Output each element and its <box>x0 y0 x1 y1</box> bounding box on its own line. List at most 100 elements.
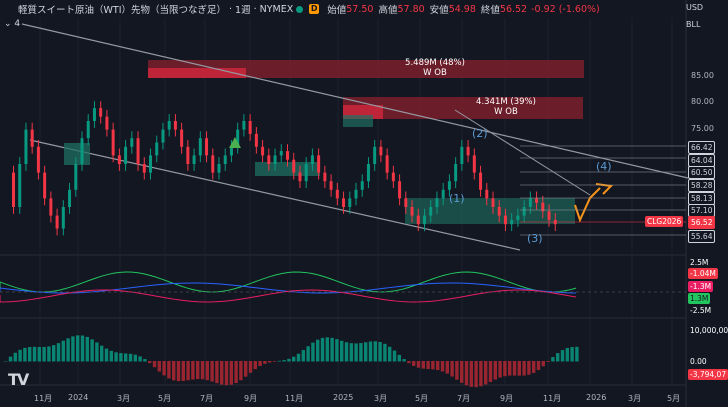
volume-bar <box>4 361 8 362</box>
volume-bar <box>200 361 205 380</box>
volume-bar <box>47 346 51 362</box>
candle-body <box>379 146 383 156</box>
wave-label-4: (4) <box>596 160 612 173</box>
price-scale-label: 75.00 <box>691 124 714 133</box>
time-axis-label: 11月 <box>285 394 304 403</box>
channel-upper-line <box>21 23 689 179</box>
candle-body <box>242 121 246 130</box>
volume-bar <box>215 361 219 384</box>
candle-body <box>479 172 483 190</box>
volume-bar <box>522 361 526 376</box>
volume-bar <box>527 361 531 375</box>
candle-body <box>304 164 308 182</box>
exchange-label: NYMEX <box>259 3 294 15</box>
volume-bar <box>498 361 502 378</box>
volume-bar <box>421 361 425 369</box>
currency-label[interactable]: USD <box>686 3 704 12</box>
candle-body <box>12 172 15 207</box>
time-axis-label: 2024 <box>68 393 89 402</box>
open-value: 57.50 <box>346 3 374 15</box>
volume-bar <box>191 361 195 380</box>
volume-bar <box>575 346 579 362</box>
candle-body <box>149 155 152 173</box>
time-axis-label: 11月 <box>543 394 562 403</box>
order-block-upper-label: 5.489M (48%) W OB <box>390 58 480 78</box>
change-value: -0.92 (-1.60%) <box>531 3 600 15</box>
candle-body <box>74 164 78 190</box>
candle-body <box>547 211 551 220</box>
unit-label[interactable]: BLL <box>686 20 701 29</box>
wave-label-3: (3) <box>527 232 543 245</box>
volume-bar <box>61 340 65 362</box>
volume-bar <box>100 345 104 362</box>
volume-bar <box>109 350 113 362</box>
candle-body <box>485 189 489 199</box>
tradingview-logo[interactable]: TV <box>8 370 29 389</box>
candle-body <box>323 172 327 182</box>
volume-bar <box>359 343 363 362</box>
volume-bar <box>560 350 565 362</box>
order-block-upper <box>148 60 584 78</box>
volume-bar <box>426 361 430 370</box>
trend-line-wave <box>454 109 591 196</box>
candle-body <box>435 198 439 207</box>
candle-body <box>49 198 53 216</box>
candle-body <box>366 164 370 182</box>
candle-body <box>267 155 271 164</box>
volume-bar <box>455 361 459 380</box>
candle-body <box>298 172 302 182</box>
order-block-lower-label: 4.341M (39%) W OB <box>466 97 546 117</box>
candle-body <box>205 138 209 156</box>
wave-label-1: (1) <box>449 192 465 205</box>
volume-bar <box>95 342 99 362</box>
candle-body <box>317 155 321 173</box>
volume-bar <box>176 361 181 382</box>
volume-bar <box>23 347 27 362</box>
volume-bar <box>335 339 339 362</box>
volume-bar <box>325 337 329 362</box>
indicator-toggle[interactable]: ⌄ 4 <box>4 19 20 29</box>
volume-bar <box>258 361 262 367</box>
volume-bar <box>152 361 157 368</box>
volume-scale-label: 10,000,00 <box>688 325 728 336</box>
volume-bar <box>532 361 536 373</box>
candle-body <box>111 129 115 156</box>
volume-bar <box>253 361 257 370</box>
interval-label[interactable]: 1週 <box>235 5 251 16</box>
volume-bar <box>296 353 301 362</box>
candle-body <box>503 215 507 225</box>
volume-bar <box>484 361 488 385</box>
volume-bar <box>460 361 464 383</box>
volume-bar <box>8 356 13 362</box>
candle-body <box>491 198 495 207</box>
time-axis-label: 5月 <box>667 394 681 403</box>
volume-bar <box>76 335 80 362</box>
volume-bar <box>320 337 325 362</box>
oscillator-scale-label: -2.5M <box>688 305 714 316</box>
volume-scale-label: 0.00 <box>688 356 709 367</box>
candle-body <box>522 207 526 216</box>
volume-bar <box>364 342 368 362</box>
candle-body <box>186 146 190 164</box>
candle-body <box>217 164 221 173</box>
volume-bar <box>340 340 344 362</box>
candle-body <box>404 198 408 207</box>
candle-body <box>198 138 202 156</box>
candle-body <box>348 198 352 207</box>
volume-bar <box>32 346 37 362</box>
candle-body <box>248 121 252 134</box>
oscillator-scale-label: 1.3M <box>688 293 711 304</box>
time-axis-label: 11月 <box>34 394 53 403</box>
candle-body <box>535 198 539 203</box>
volume-bar <box>172 361 176 381</box>
volume-bar <box>292 356 296 362</box>
data-delay-badge[interactable]: D <box>309 4 320 14</box>
time-axis-label: 9月 <box>244 394 258 403</box>
volume-bar <box>42 346 46 362</box>
price-tag: 66.42 <box>688 141 716 154</box>
candle-body <box>192 155 196 164</box>
volume-bar <box>311 342 315 362</box>
volume-bar <box>248 361 253 373</box>
symbol-name[interactable]: 軽質スイート原油（WTI）先物（当限つなぎ足） <box>18 5 226 16</box>
